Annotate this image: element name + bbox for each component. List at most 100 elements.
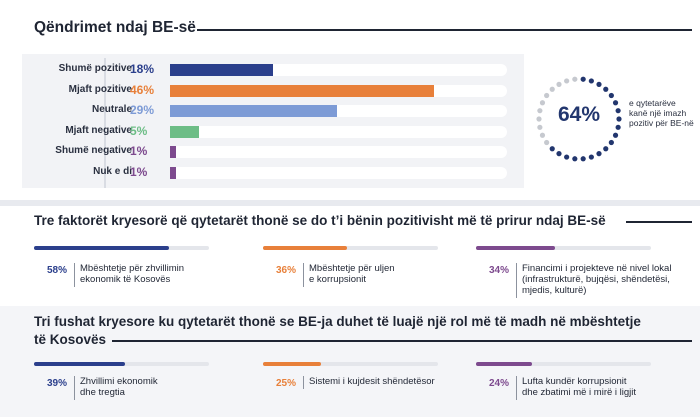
bar: [170, 125, 199, 138]
ring-dot: [539, 100, 546, 106]
item-text: Lufta kundër korrupsionit dhe zbatimi më …: [522, 376, 636, 398]
bar-row: Mjaft pozitive 46%: [22, 81, 524, 99]
mini-bar-track: [263, 362, 438, 366]
ring-dot: [596, 151, 602, 157]
bar-value-label: 1%: [130, 144, 148, 159]
ring-dot: [544, 92, 550, 99]
ring-dot: [556, 81, 562, 87]
item-text: Zhvillimi ekonomik dhe tregtia: [80, 376, 158, 398]
title-rule: [197, 29, 692, 31]
item-text-line: dhe zbatimi më i mirë i ligjit: [522, 387, 637, 398]
label-separator: [104, 58, 106, 188]
ring-dot: [537, 124, 543, 130]
ring-dot: [615, 124, 621, 130]
bar: [170, 64, 274, 76]
ring-dot: [539, 132, 546, 138]
ring-dot: [564, 154, 570, 160]
bar-row: Mjaft negative 5%: [22, 122, 524, 140]
ring-dot: [608, 92, 614, 99]
item-text-line: Mbështetje për uljen: [309, 263, 395, 274]
item-percentage: 58%: [47, 265, 68, 276]
item-percentage: 39%: [47, 378, 68, 389]
ring-dot: [544, 139, 550, 146]
positive-image-dot-ring: [536, 76, 622, 162]
mini-bar-track: [476, 362, 651, 366]
item-text-line: e korrupsionit: [309, 274, 367, 285]
item-percentage: 34%: [489, 265, 510, 276]
bar-value-label: 29%: [130, 103, 155, 118]
mini-bar: [263, 246, 347, 250]
item-text-line: Financimi i projekteve në nivel lokal: [522, 263, 672, 274]
donut-value: 64%: [557, 103, 601, 126]
item-text-line: dhe tregtia: [80, 387, 125, 398]
bar-value-label: 18%: [130, 62, 155, 76]
item-text: Mbështetje për zhvillimin ekonomik të Kos…: [80, 263, 184, 285]
bar-value-label: 46%: [130, 82, 155, 97]
ring-dot: [537, 108, 543, 114]
ring-dot: [615, 108, 621, 114]
ring-dot: [588, 78, 594, 84]
mini-bar-track: [34, 246, 209, 250]
bar-row: Shumë negative 1%: [22, 142, 524, 160]
ring-dot: [588, 154, 594, 160]
ring-dot: [580, 76, 586, 82]
attitudes-section: Qëndrimet ndaj BE-së Shumë pozitive 18% Mj…: [0, 0, 700, 200]
ring-dot: [603, 146, 609, 152]
bar-row: Neutrale 29%: [22, 101, 524, 119]
bar-category-label: Nuk e di: [93, 166, 132, 177]
item-text: Mbështetje për uljen e korrupsionit: [309, 263, 395, 285]
item-divider: [516, 263, 517, 298]
ring-dot: [616, 116, 622, 122]
bar-category-label: Shumë negative: [55, 145, 132, 157]
item-text: Financimi i projekteve në nivel lokal (in…: [522, 263, 671, 296]
item-percentage: 24%: [489, 378, 510, 389]
bar: [170, 105, 337, 118]
ring-dot: [572, 76, 578, 82]
bar-track: [170, 146, 507, 159]
bar-track: [170, 125, 507, 138]
roles-section-background: [0, 306, 700, 417]
item-divider: [303, 263, 304, 287]
ring-dot: [603, 86, 609, 92]
mini-bar-track: [263, 246, 438, 250]
item-text-line: (infrastrukturë, bujqësi, shëndetësi,: [522, 274, 670, 285]
item-text-line: Zhvillimi ekonomik: [80, 376, 158, 387]
mini-bar: [263, 362, 321, 366]
ring-dot: [612, 132, 619, 138]
mini-bar: [34, 362, 125, 366]
mini-bar: [476, 246, 555, 250]
bar: [170, 146, 176, 159]
bar-row: Shumë pozitive 18%: [22, 60, 524, 78]
ring-dot: [608, 139, 614, 146]
ring-dot: [564, 78, 570, 84]
mini-bar: [476, 362, 532, 366]
item-percentage: 25%: [276, 378, 297, 389]
item-text-line: Mbështetje për zhvillimin: [80, 263, 185, 274]
item-divider: [74, 376, 75, 400]
ring-dot: [580, 156, 586, 162]
bar-track: [170, 167, 507, 179]
ring-dot: [596, 81, 602, 87]
bar-category-label: Mjaft pozitive: [68, 83, 132, 95]
item-text-line: ekonomik të Kosovës: [80, 274, 171, 285]
section-divider: [0, 200, 700, 206]
roles-title-line-1: Tri fushat kryesore ku qytetarët thonë s…: [34, 314, 641, 329]
bar-row: Nuk e di 1%: [22, 163, 524, 181]
ring-dot: [572, 156, 578, 162]
mini-bar: [34, 246, 169, 250]
bar: [170, 167, 176, 179]
bar-category-label: Neutrale: [91, 104, 132, 116]
bar-value-label: 5%: [130, 123, 148, 138]
factors-title-rule: [626, 221, 692, 223]
item-divider: [74, 263, 75, 287]
bar-category-label: Shumë pozitive: [58, 63, 132, 74]
item-text: Sistemi i kujdesit shëndetësor: [309, 376, 435, 387]
bar-value-label: 1%: [130, 165, 148, 179]
ring-dot: [612, 100, 619, 106]
donut-caption: e qytetarëve kanë një imazh pozitiv për …: [629, 98, 694, 128]
mini-bar-track: [34, 362, 209, 366]
item-text-line: Lufta kundër korrupsionit: [522, 376, 627, 387]
mini-bar-track: [476, 246, 651, 250]
factors-title: Tre faktorët kryesorë që qytetarët thonë…: [34, 213, 606, 228]
item-text-line: Sistemi i kujdesit shëndetësor: [309, 376, 435, 387]
